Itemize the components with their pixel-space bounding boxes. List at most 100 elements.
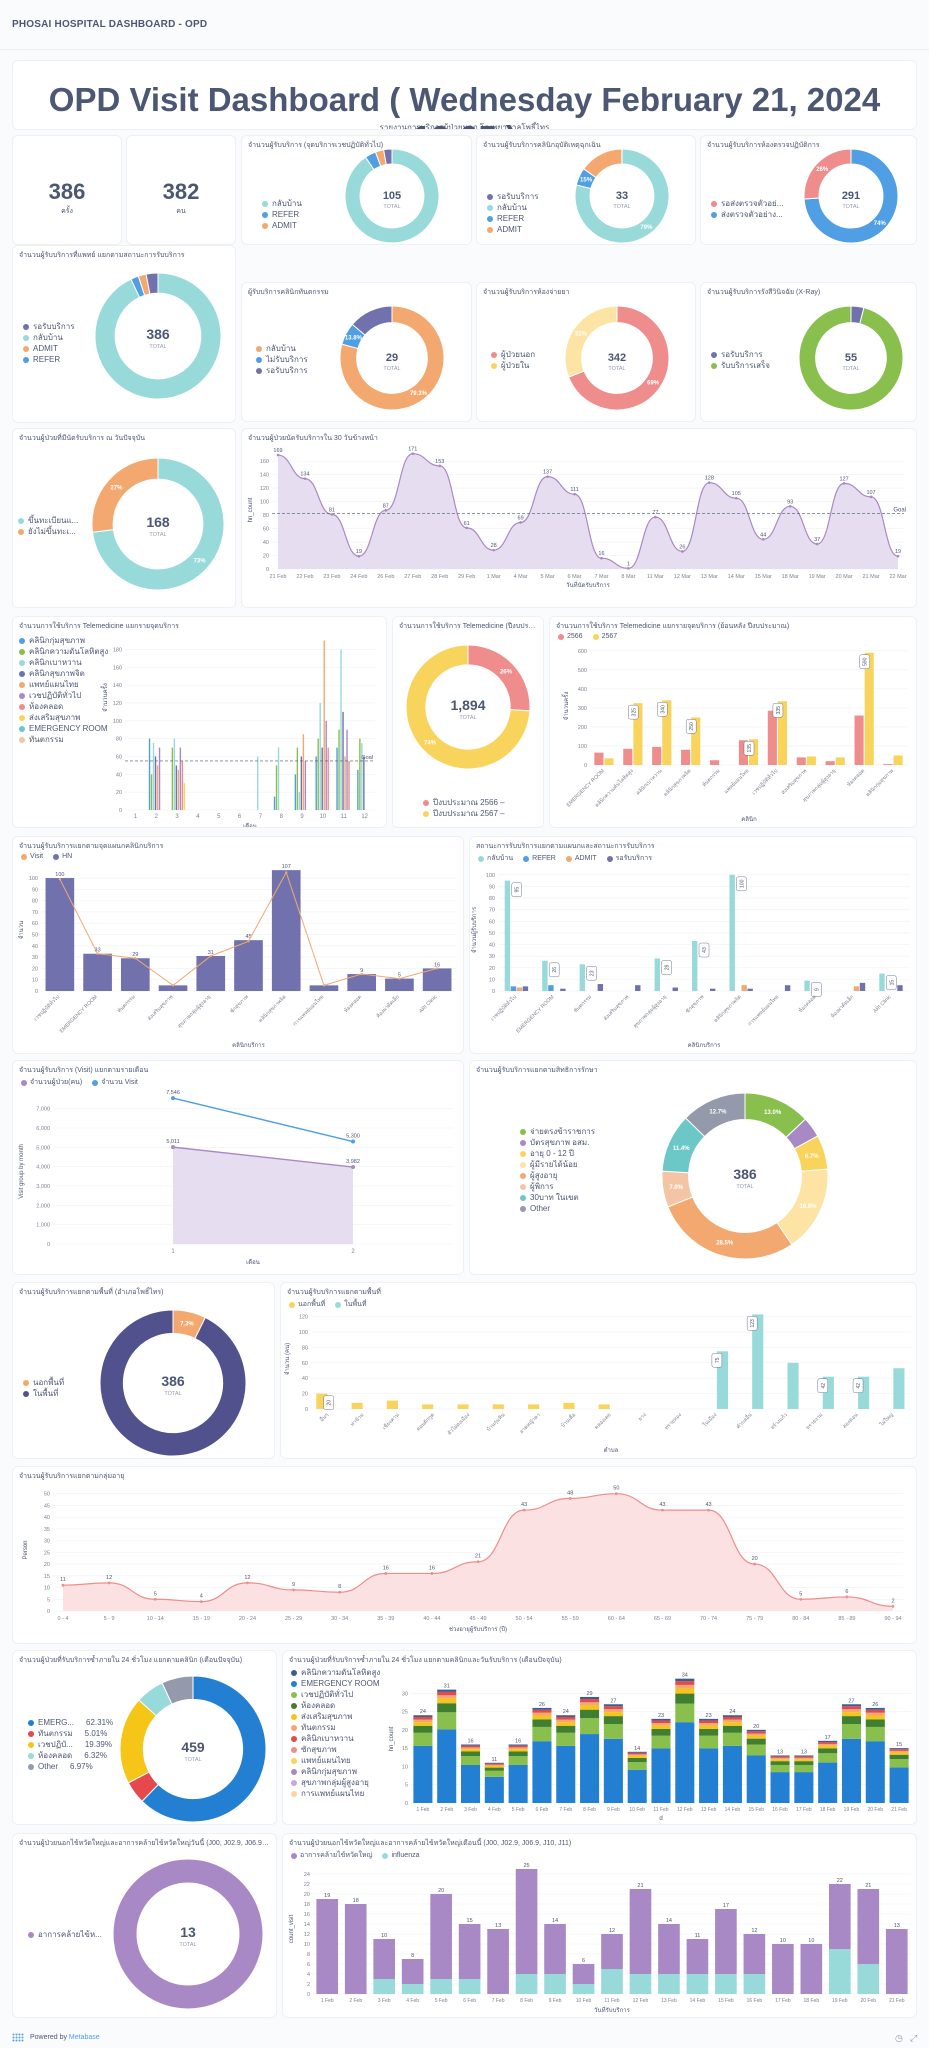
donut-card-telemed-year[interactable]: จำนวนการใช้บริการ Telemedicine (ปีงบประ.… — [392, 616, 544, 828]
legend-item[interactable]: รอรับบริการ — [606, 853, 652, 864]
legend-item[interactable]: ADMIT — [23, 343, 74, 354]
legend-item[interactable]: ADMIT — [487, 224, 538, 235]
chart-card-telemed-clinic[interactable]: จำนวนการใช้บริการ Telemedicine แยกรายจุด… — [549, 616, 917, 828]
scalar-card-visits[interactable]: 386 ครั้ง — [12, 135, 122, 245]
chart-card-area-bars[interactable]: จำนวนผู้รับบริการแยกตามพื้นที่ นอกพื้นที่… — [280, 1282, 917, 1459]
clock-icon[interactable]: ◷ — [895, 2033, 903, 2043]
donut-card-emergency[interactable]: จำนวนผู้รับบริการคลินิกอุบัติเหตุฉุกเฉิน… — [476, 135, 696, 245]
legend-item[interactable]: คลินิกความดันโลหิตสูง — [291, 1667, 380, 1678]
legend-item[interactable]: สุขภาพกลุ่มผู้สูงอายุ — [291, 1777, 380, 1788]
donut-card-appointments[interactable]: จำนวนผู้ป่วยที่มีนัดรับบริการ ณ วันปัจจุ… — [12, 428, 236, 608]
legend-item[interactable]: รอรับบริการ — [487, 191, 538, 202]
legend-item[interactable]: ผู้ป่วยใน — [491, 360, 535, 371]
legend-item[interactable]: REFER — [487, 213, 538, 224]
donut-card-repeat24[interactable]: จำนวนผู้ป่วยที่รับบริการซ้ำภายใน 24 ชั่ว… — [12, 1650, 277, 1825]
legend-item[interactable]: รอรับบริการ — [711, 349, 770, 360]
legend-item[interactable]: ส่งเสริมสุขภาพ — [291, 1711, 380, 1722]
legend-item[interactable]: ห้องคลอด 6.32% — [28, 1750, 113, 1761]
brand-link[interactable]: Metabase — [68, 2034, 100, 2041]
legend-item[interactable]: กลับบ้าน — [487, 202, 538, 213]
legend-item[interactable]: ปีงบประมาณ 2567 – — [423, 808, 505, 819]
chart-card-clinic-visit[interactable]: จำนวนผู้รับบริการแยกตามจุดแผนกคลินิกบริก… — [12, 836, 464, 1054]
chart-card-repeat24-day[interactable]: จำนวนผู้ป่วยที่รับบริการซ้ำภายใน 24 ชั่ว… — [282, 1650, 917, 1825]
legend-item[interactable]: ผู้พิการ — [520, 1181, 595, 1192]
donut-card-rights[interactable]: จำนวนผู้รับบริการแยกตามสิทธิการรักษา 13.0… — [469, 1060, 917, 1275]
legend-item[interactable]: รับบริการเสร็จ — [711, 360, 770, 371]
legend-item[interactable]: EMERGENCY ROOM — [291, 1678, 380, 1689]
legend-item[interactable]: ห้องคลอด — [19, 701, 108, 712]
donut-card-flu-today[interactable]: จำนวนผู้ป่วยนอกไข้หวัดใหญ่และอาการคล้ายไ… — [12, 1833, 277, 2018]
legend-item[interactable]: รอรับบริการ — [23, 321, 74, 332]
legend-item[interactable]: EMERGENCY ROOM — [19, 723, 108, 734]
donut-card-pharmacy[interactable]: จำนวนผู้รับบริการห้องจ่ายยา 69% 31% 342 TOTA… — [476, 282, 696, 422]
legend-item[interactable]: ทันตกรรม — [19, 734, 108, 745]
legend-item[interactable]: กลับบ้าน — [23, 332, 74, 343]
legend-item[interactable]: ซักสุขภาพ — [291, 1744, 380, 1755]
donut-card-area[interactable]: จำนวนผู้รับบริการแยกตามพื้นที่ (อำเภอโพธ… — [12, 1282, 275, 1459]
fullscreen-icon[interactable]: ⤢ — [910, 2033, 918, 2043]
legend-item[interactable]: นอกพื้นที่ — [289, 1299, 325, 1310]
legend-item[interactable]: นอกพื้นที่ — [23, 1377, 64, 1388]
legend-item[interactable]: Other — [520, 1203, 595, 1214]
scalar-card-persons[interactable]: 382 คน — [126, 135, 236, 245]
legend-item[interactable]: อายุ 0 - 12 ปี — [520, 1148, 595, 1159]
chart-card-clinic-status[interactable]: สถานะการรับบริการแยกตามแผนกและสถานะการรั… — [469, 836, 917, 1054]
legend-item[interactable]: Other 6.97% — [28, 1761, 113, 1772]
chart-card-monthly-visit[interactable]: จำนวนผู้รับบริการ (Visit) แยกตามรายเดือน… — [12, 1060, 464, 1275]
legend-item[interactable]: แพทย์แผนไทย — [291, 1755, 380, 1766]
powered-by[interactable]: Powered by Metabase — [30, 2034, 100, 2041]
legend-item[interactable]: อาการคล้ายไข้ห... — [28, 1929, 102, 1940]
legend-item[interactable]: ผู้สูงอายุ — [520, 1170, 595, 1181]
legend-item[interactable]: ปีงบประมาณ 2566 – — [423, 797, 505, 808]
legend-item[interactable]: รอส่งตรวจตัวอย่... — [711, 198, 783, 209]
donut-card-doctor-status[interactable]: จำนวนผู้รับบริการที่แพทย์ แยกตามสถานะการ… — [12, 245, 236, 423]
legend-item[interactable]: คลินิกเบาหวาน — [19, 657, 108, 668]
legend-item[interactable]: ADMIT — [262, 220, 302, 231]
donut-card-xray[interactable]: จำนวนผู้รับบริการรังสีวินิจฉัย (X-Ray) 55… — [700, 282, 917, 422]
legend-item[interactable]: Visit — [21, 853, 43, 860]
legend-item[interactable]: ส่งเสริมสุขภาพ — [19, 712, 108, 723]
chart-card-telemed-month[interactable]: จำนวนการใช้บริการ Telemedicine แยกรายจุด… — [12, 616, 387, 828]
legend-item[interactable]: EMERG... 62.31% — [28, 1717, 113, 1728]
legend-item[interactable]: คลินิกสุขภาพจิต — [19, 668, 108, 679]
legend-item[interactable]: REFER — [23, 354, 74, 365]
legend-item[interactable]: เวชปฏิบัติทั่วไป — [291, 1689, 380, 1700]
legend-item[interactable]: อาการคล้ายไข้หวัดใหญ่ — [291, 1850, 372, 1861]
legend-item[interactable]: แพทย์แผนไทย — [19, 679, 108, 690]
donut-card-lab[interactable]: จำนวนผู้รับบริการห้องตรวจปฏิบัติการ 74% 26… — [700, 135, 917, 245]
legend-item[interactable]: รอรับบริการ — [256, 365, 308, 376]
legend-item[interactable]: กลับบ้าน — [262, 198, 302, 209]
legend-item[interactable]: คลินิกเบาหวาน — [291, 1733, 380, 1744]
legend-item[interactable]: ไม่รับบริการ — [256, 354, 308, 365]
legend-item[interactable]: 2567 — [592, 633, 617, 640]
legend-item[interactable]: 2566 — [558, 633, 583, 640]
legend-item[interactable]: บัตรสุขภาพ อสม. — [520, 1137, 595, 1148]
legend-item[interactable]: กลับบ้าน — [478, 853, 513, 864]
legend-item[interactable]: เวชปฏิบั... 19.39% — [28, 1739, 113, 1750]
donut-card-general[interactable]: จำนวนผู้รับบริการ (จุดบริการเวชปฏิบัติทั… — [241, 135, 472, 245]
legend-item[interactable]: ADMIT — [565, 853, 597, 864]
legend-item[interactable]: ยังไม่ขึ้นทะเ... — [18, 526, 78, 537]
legend-item[interactable]: ห้องคลอด — [291, 1700, 380, 1711]
donut-card-dental[interactable]: ผู้รับบริการคลินิกทันตกรรม 79.3% 13.8% 29 TO… — [241, 282, 472, 422]
chart-card-flu-month[interactable]: จำนวนผู้ป่วยนอกไข้หวัดใหญ่และอาการคล้ายไ… — [282, 1833, 917, 2018]
legend-item[interactable]: จำนวนผู้ป่วย(คน) — [21, 1077, 82, 1088]
legend-item[interactable]: ในพื้นที่ — [23, 1388, 64, 1399]
legend-item[interactable]: ผู้มีรายได้น้อย — [520, 1159, 595, 1170]
legend-item[interactable]: 30บาท ในเขต — [520, 1192, 595, 1203]
legend-item[interactable]: การแพทย์แผนไทย — [291, 1788, 380, 1799]
legend-item[interactable]: ผู้ป่วยนอก — [491, 349, 535, 360]
legend-item[interactable]: ขึ้นทะเบียนแ... — [18, 515, 78, 526]
legend-item[interactable]: REFER — [523, 853, 556, 864]
legend-item[interactable]: จ่ายตรงข้าราชการ — [520, 1126, 595, 1137]
legend-item[interactable]: influenza — [382, 1850, 420, 1861]
legend-item[interactable]: เวชปฏิบัติทั่วไป — [19, 690, 108, 701]
legend-item[interactable]: ทันตกรรม — [291, 1722, 380, 1733]
legend-item[interactable]: กลับบ้าน — [256, 343, 308, 354]
legend-item[interactable]: ทันตกรรม 5.01% — [28, 1728, 113, 1739]
legend-item[interactable]: HN — [53, 853, 72, 860]
legend-item[interactable]: จำนวน Visit — [92, 1077, 138, 1088]
chart-card-age-groups[interactable]: จำนวนผู้รับบริการแยกตามกลุ่มอายุ 0 5 10 15 20… — [12, 1466, 917, 1644]
legend-item[interactable]: คลินิกกุ่มสุขภาพ — [291, 1766, 380, 1777]
legend-item[interactable]: คลินิกกุ่มสุขภาพ — [19, 635, 108, 646]
